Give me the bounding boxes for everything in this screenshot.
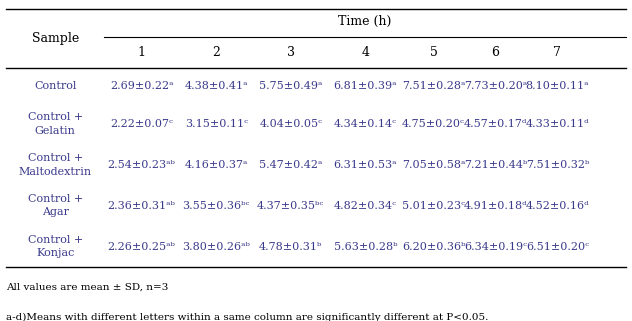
Text: 7.73±0.20ᵃ: 7.73±0.20ᵃ — [464, 81, 527, 91]
Text: 4.33±0.11ᵈ: 4.33±0.11ᵈ — [526, 119, 589, 129]
Text: 6.81±0.39ᵃ: 6.81±0.39ᵃ — [334, 81, 397, 91]
Text: 2: 2 — [212, 46, 220, 59]
Text: 7: 7 — [554, 46, 561, 59]
Text: 4: 4 — [362, 46, 369, 59]
Text: 6.20±0.36ᵇ: 6.20±0.36ᵇ — [402, 242, 465, 252]
Text: 4.34±0.14ᶜ: 4.34±0.14ᶜ — [334, 119, 397, 129]
Text: Control +
Konjac: Control + Konjac — [28, 235, 83, 258]
Text: Time (h): Time (h) — [338, 15, 392, 28]
Text: Control +
Agar: Control + Agar — [28, 194, 83, 217]
Text: 5.63±0.28ᵇ: 5.63±0.28ᵇ — [334, 242, 397, 252]
Text: Sample: Sample — [32, 32, 79, 45]
Text: a-d)Means with different letters within a same column are significantly differen: a-d)Means with different letters within … — [6, 313, 489, 321]
Text: Control +
Gelatin: Control + Gelatin — [28, 112, 83, 136]
Text: 3.80±0.26ᵃᵇ: 3.80±0.26ᵃᵇ — [182, 242, 250, 252]
Text: 6.51±0.20ᶜ: 6.51±0.20ᶜ — [526, 242, 589, 252]
Text: 6.34±0.19ᶜ: 6.34±0.19ᶜ — [464, 242, 527, 252]
Text: 4.82±0.34ᶜ: 4.82±0.34ᶜ — [334, 201, 397, 211]
Text: 2.26±0.25ᵃᵇ: 2.26±0.25ᵃᵇ — [107, 242, 176, 252]
Text: 4.75±0.20ᶜ: 4.75±0.20ᶜ — [402, 119, 465, 129]
Text: 7.51±0.28ᵃ: 7.51±0.28ᵃ — [402, 81, 465, 91]
Text: 6: 6 — [492, 46, 499, 59]
Text: 4.78±0.31ᵇ: 4.78±0.31ᵇ — [259, 242, 322, 252]
Text: 1: 1 — [138, 46, 145, 59]
Text: 6.31±0.53ᵃ: 6.31±0.53ᵃ — [334, 160, 397, 170]
Text: 4.52±0.16ᵈ: 4.52±0.16ᵈ — [526, 201, 589, 211]
Text: 4.16±0.37ᵃ: 4.16±0.37ᵃ — [185, 160, 248, 170]
Text: 3.55±0.36ᵇᶜ: 3.55±0.36ᵇᶜ — [183, 201, 250, 211]
Text: 2.54±0.23ᵃᵇ: 2.54±0.23ᵃᵇ — [107, 160, 176, 170]
Text: 3.15±0.11ᶜ: 3.15±0.11ᶜ — [185, 119, 248, 129]
Text: 8.10±0.11ᵃ: 8.10±0.11ᵃ — [526, 81, 589, 91]
Text: 4.38±0.41ᵃ: 4.38±0.41ᵃ — [185, 81, 248, 91]
Text: 4.57±0.17ᵈ: 4.57±0.17ᵈ — [464, 119, 527, 129]
Text: 5: 5 — [430, 46, 437, 59]
Text: 5.01±0.23ᶜ: 5.01±0.23ᶜ — [402, 201, 465, 211]
Text: 4.37±0.35ᵇᶜ: 4.37±0.35ᵇᶜ — [257, 201, 324, 211]
Text: 7.51±0.32ᵇ: 7.51±0.32ᵇ — [526, 160, 589, 170]
Text: 3: 3 — [287, 46, 295, 59]
Text: 2.69±0.22ᵃ: 2.69±0.22ᵃ — [110, 81, 173, 91]
Text: 4.04±0.05ᶜ: 4.04±0.05ᶜ — [259, 119, 322, 129]
Text: 5.75±0.49ᵃ: 5.75±0.49ᵃ — [259, 81, 322, 91]
Text: Control: Control — [34, 81, 76, 91]
Text: All values are mean ± SD, n=3: All values are mean ± SD, n=3 — [6, 282, 169, 291]
Text: Control +
Maltodextrin: Control + Maltodextrin — [19, 153, 92, 177]
Text: 2.36±0.31ᵃᵇ: 2.36±0.31ᵃᵇ — [107, 201, 176, 211]
Text: 5.47±0.42ᵃ: 5.47±0.42ᵃ — [259, 160, 322, 170]
Text: 7.21±0.44ᵇ: 7.21±0.44ᵇ — [464, 160, 527, 170]
Text: 2.22±0.07ᶜ: 2.22±0.07ᶜ — [110, 119, 173, 129]
Text: 4.91±0.18ᵈ: 4.91±0.18ᵈ — [464, 201, 527, 211]
Text: 7.05±0.58ᵃ: 7.05±0.58ᵃ — [402, 160, 465, 170]
